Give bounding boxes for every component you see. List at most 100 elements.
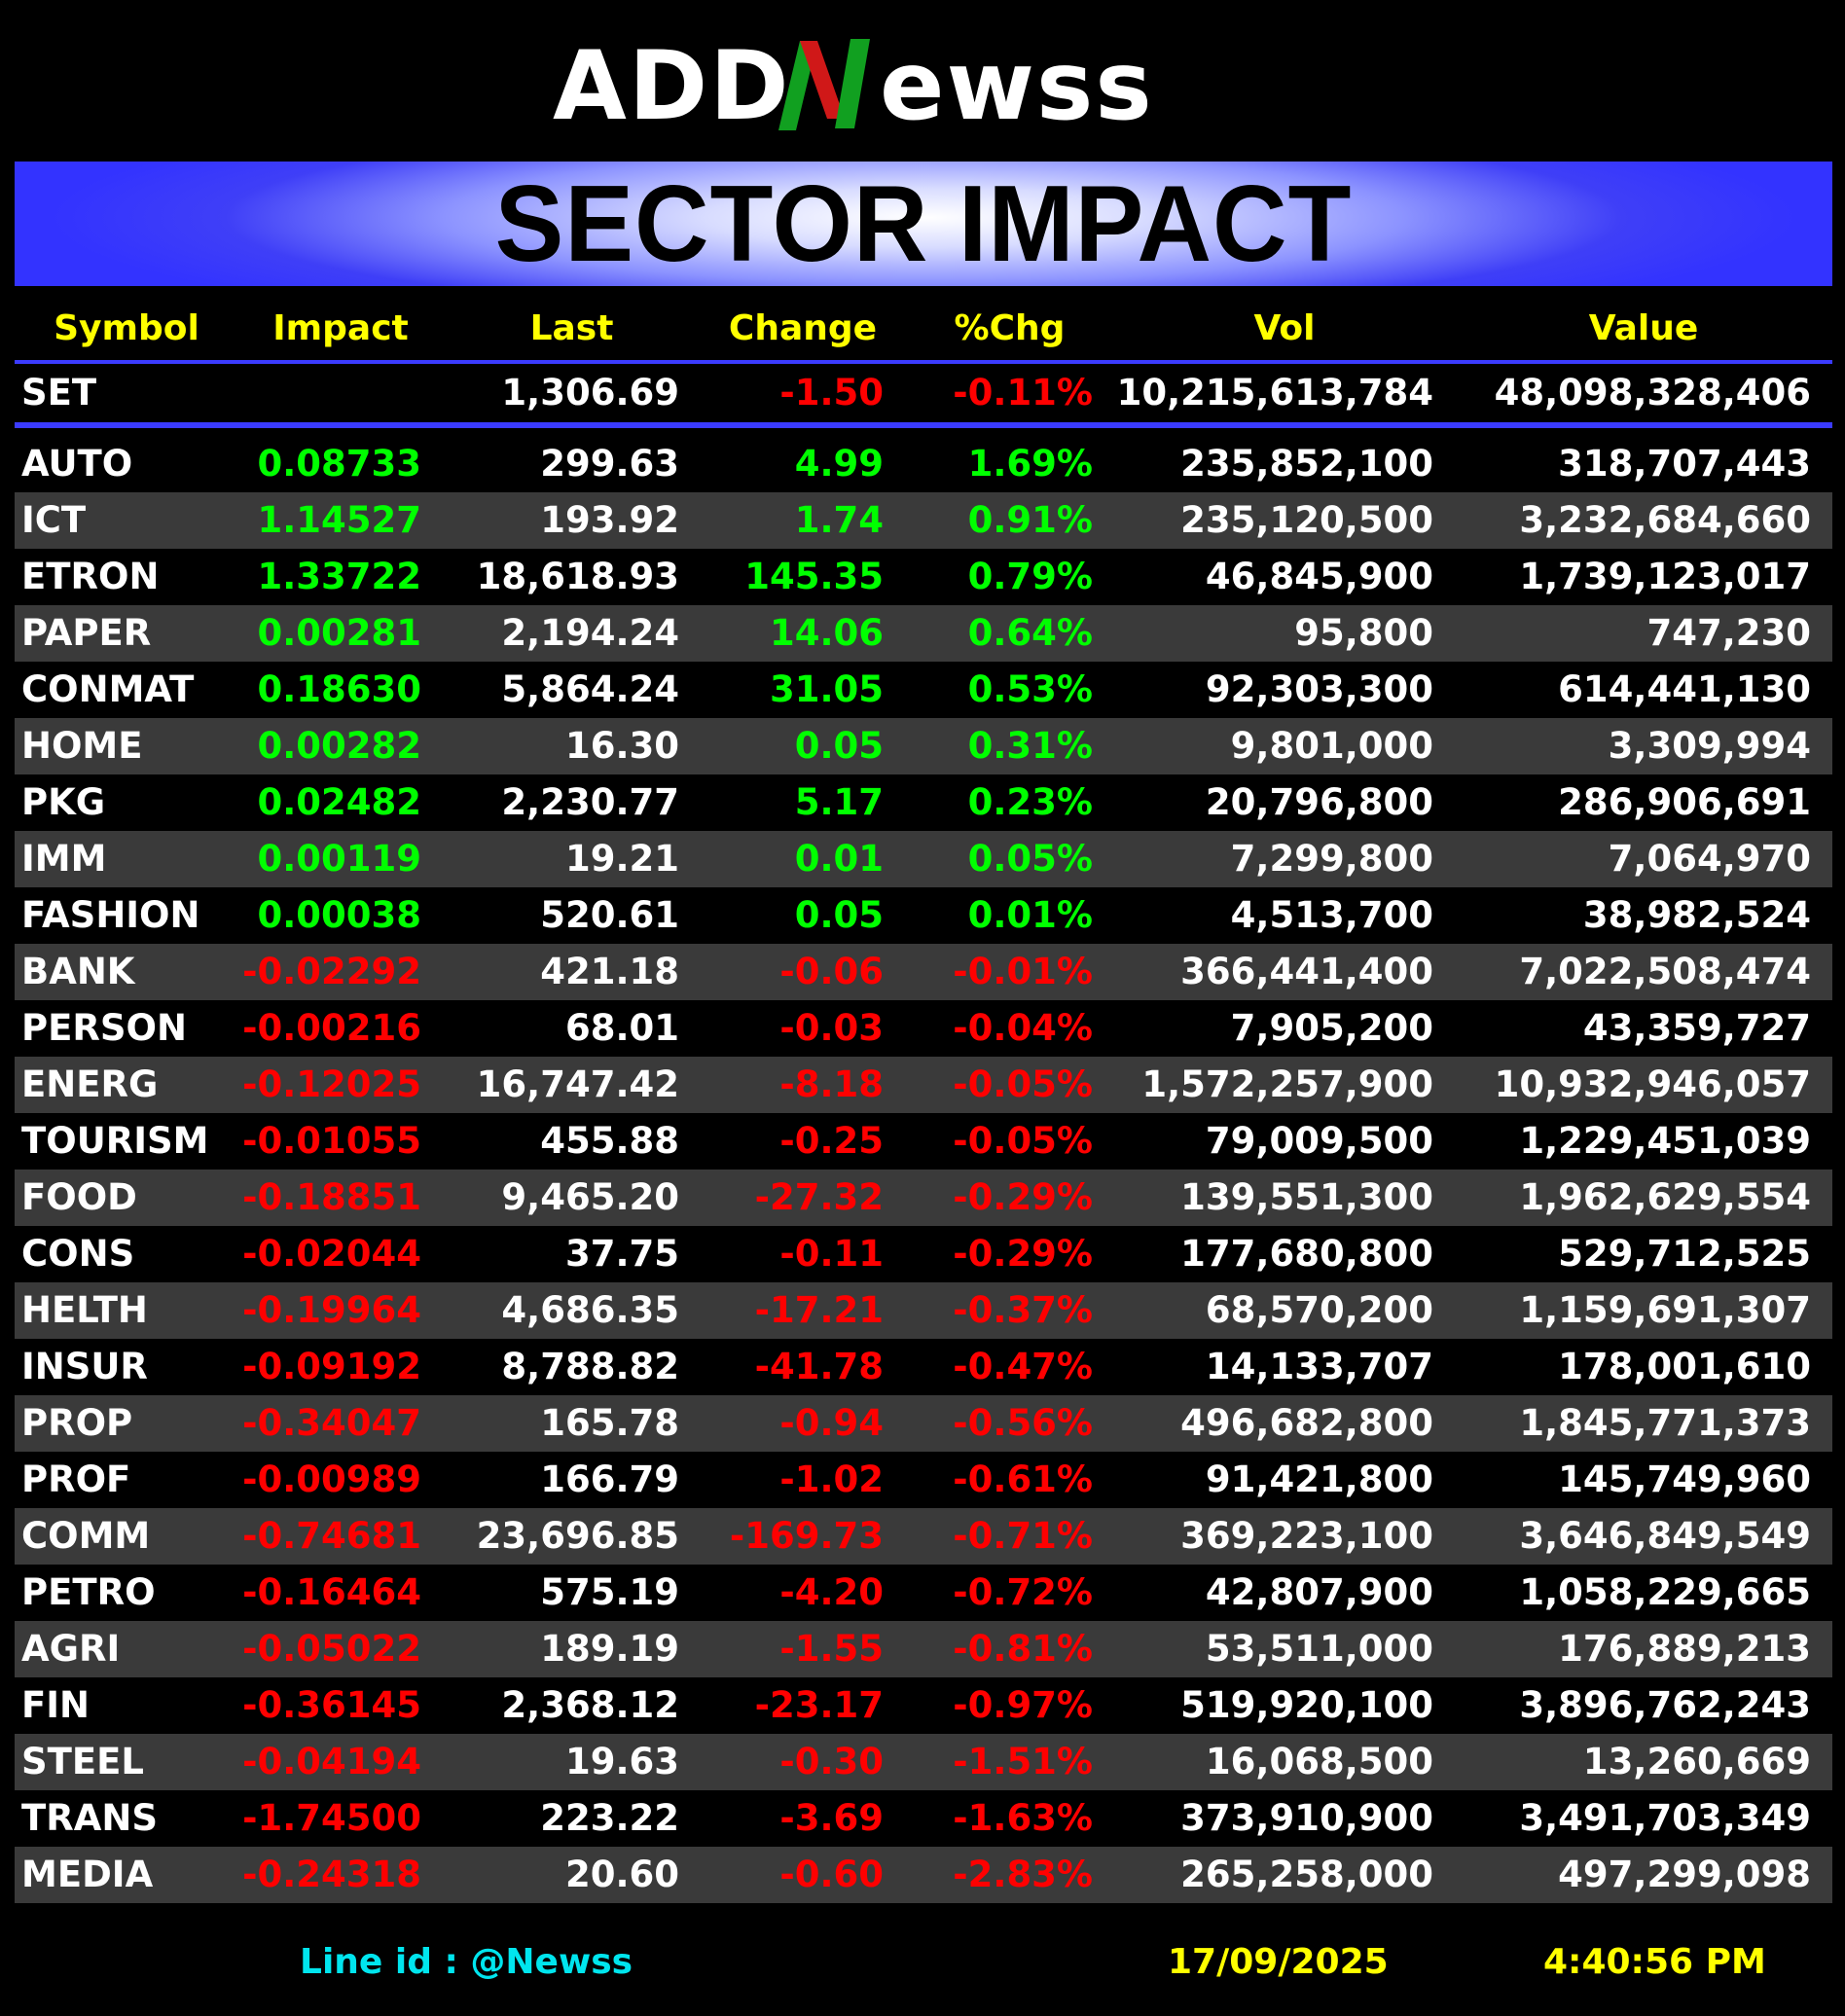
sector-last: 2,230.77 (501, 781, 679, 823)
sector-value: 3,896,762,243 (1519, 1684, 1811, 1726)
sector-impact: -0.19964 (238, 1282, 443, 1339)
sector-value: 497,299,098 (1455, 1847, 1832, 1903)
sector-symbol: AUTO (21, 443, 133, 485)
sector-impact: 0.00281 (238, 605, 443, 662)
svg-text:ADD: ADD (553, 31, 791, 138)
sector-last: 166.79 (540, 1458, 679, 1500)
table-row: ETRON 1.33722 18,618.93 145.35 0.79% 46,845,9… (15, 549, 1832, 605)
sector-value: 614,441,130 (1558, 668, 1811, 710)
sector-symbol: AGRI (15, 1621, 238, 1677)
sector-last: 520.61 (540, 894, 679, 936)
sector-pct-change: -0.29% (953, 1233, 1093, 1275)
sector-change: -3.69 (779, 1797, 884, 1839)
sector-symbol: CONS (21, 1233, 135, 1275)
sector-symbol: PROF (21, 1458, 131, 1500)
sector-change: -0.60 (701, 1847, 905, 1903)
table-row: TRANS -1.74500 223.22 -3.69 -1.63% 373,910,90… (15, 1790, 1832, 1847)
sector-value: 1,058,229,665 (1519, 1571, 1811, 1613)
sector-volume: 46,845,900 (1205, 556, 1433, 597)
sector-symbol: TRANS (21, 1797, 158, 1839)
sector-change: -17.21 (701, 1282, 905, 1339)
sector-pct-change: -0.97% (953, 1684, 1093, 1726)
table-row: ICT 1.14527 193.92 1.74 0.91% 235,120,500 3,23… (15, 492, 1832, 549)
sector-last: 8,788.82 (501, 1346, 679, 1387)
sector-change: 0.05 (701, 718, 905, 774)
sector-symbol: IMM (15, 831, 238, 887)
sector-volume: 496,682,800 (1114, 1395, 1455, 1452)
sector-pct-change: -0.01% (905, 944, 1114, 1000)
spacer-row (15, 425, 1832, 436)
table-row: AUTO 0.08733 299.63 4.99 1.69% 235,852,100 318… (15, 436, 1832, 492)
sector-symbol: PAPER (15, 605, 238, 662)
footer-time: 4:40:56 PM (1543, 1942, 1766, 1982)
sector-impact: -1.74500 (242, 1797, 421, 1839)
sector-change: -1.02 (779, 1458, 884, 1500)
sector-value: 1,962,629,554 (1455, 1170, 1832, 1226)
brand-logo: ADD ewss (0, 21, 1845, 138)
sector-last: 19.63 (443, 1734, 701, 1790)
sector-impact: -0.02292 (238, 944, 443, 1000)
sector-change: -4.20 (779, 1571, 884, 1613)
column-header-last: Last (443, 300, 701, 364)
table-row: HELTH -0.19964 4,686.35 -17.21 -0.37% 68,570,… (15, 1282, 1832, 1339)
sector-pct-change: 0.23% (967, 781, 1093, 823)
sector-impact: 0.00038 (257, 894, 421, 936)
sector-symbol: CONMAT (21, 668, 195, 710)
sector-impact: -0.00216 (242, 1007, 421, 1049)
sector-last: 189.19 (443, 1621, 701, 1677)
sector-change: 145.35 (744, 556, 884, 597)
sector-pct-change: 0.79% (967, 556, 1093, 597)
sector-value: 3,646,849,549 (1455, 1508, 1832, 1565)
sector-volume: 177,680,800 (1180, 1233, 1433, 1275)
index-row-set: SET 1,306.69 -1.50 -0.11% 10,215,613,784… (15, 362, 1832, 428)
index-volume: 10,215,613,784 (1114, 362, 1455, 428)
sector-volume: 366,441,400 (1114, 944, 1455, 1000)
sector-value: 43,359,727 (1582, 1007, 1811, 1049)
sector-volume: 235,852,100 (1180, 443, 1433, 485)
sector-impact: -0.05022 (238, 1621, 443, 1677)
index-change: -1.50 (701, 362, 905, 428)
sector-volume: 42,807,900 (1205, 1571, 1433, 1613)
sector-change: -41.78 (754, 1346, 884, 1387)
table-row: PETRO -0.16464 575.19 -4.20 -0.72% 42,807,900… (15, 1565, 1832, 1621)
sector-impact: -0.02044 (242, 1233, 421, 1275)
title-banner: SECTOR IMPACT (15, 162, 1832, 286)
sector-symbol: BANK (15, 944, 238, 1000)
spacer-cell (15, 425, 1832, 436)
sector-symbol: ICT (15, 492, 238, 549)
sector-volume: 7,905,200 (1230, 1007, 1433, 1049)
sector-impact: -0.01055 (242, 1120, 421, 1162)
sector-impact: 0.08733 (257, 443, 421, 485)
sector-volume: 68,570,200 (1114, 1282, 1455, 1339)
sector-value: 1,229,451,039 (1519, 1120, 1811, 1162)
sector-volume: 14,133,707 (1205, 1346, 1433, 1387)
sector-last: 37.75 (564, 1233, 679, 1275)
sector-value: 7,022,508,474 (1455, 944, 1832, 1000)
table-row: PROP -0.34047 165.78 -0.94 -0.56% 496,682,800… (15, 1395, 1832, 1452)
sector-pct-change: -1.51% (905, 1734, 1114, 1790)
sector-symbol: INSUR (21, 1346, 148, 1387)
line-id-label: Line id : @Newss (300, 1942, 633, 1982)
addnewss-logo-icon: ADD ewss (553, 31, 1152, 138)
sector-value: 3,232,684,660 (1455, 492, 1832, 549)
sector-pct-change: -0.37% (905, 1282, 1114, 1339)
sector-volume: 79,009,500 (1205, 1120, 1433, 1162)
sector-pct-change: -2.83% (905, 1847, 1114, 1903)
sector-change: 5.17 (794, 781, 884, 823)
sector-pct-change: 0.64% (905, 605, 1114, 662)
sector-last: 193.92 (443, 492, 701, 549)
sector-volume: 139,551,300 (1114, 1170, 1455, 1226)
sector-symbol: PKG (21, 781, 106, 823)
sector-last: 575.19 (540, 1571, 679, 1613)
sector-change: -169.73 (701, 1508, 905, 1565)
table-row: PROF -0.00989 166.79 -1.02 -0.61% 91,421,800 1… (15, 1452, 1832, 1508)
sector-change: -27.32 (701, 1170, 905, 1226)
column-header-value: Value (1455, 300, 1832, 364)
table-row: FIN -0.36145 2,368.12 -23.17 -0.97% 519,920,1… (15, 1677, 1832, 1734)
sector-last: 19.21 (443, 831, 701, 887)
sector-value: 286,906,691 (1558, 781, 1811, 823)
sector-change: 0.01 (701, 831, 905, 887)
sector-change: 0.05 (794, 894, 884, 936)
sector-value: 3,309,994 (1455, 718, 1832, 774)
sector-impact: -0.18851 (238, 1170, 443, 1226)
